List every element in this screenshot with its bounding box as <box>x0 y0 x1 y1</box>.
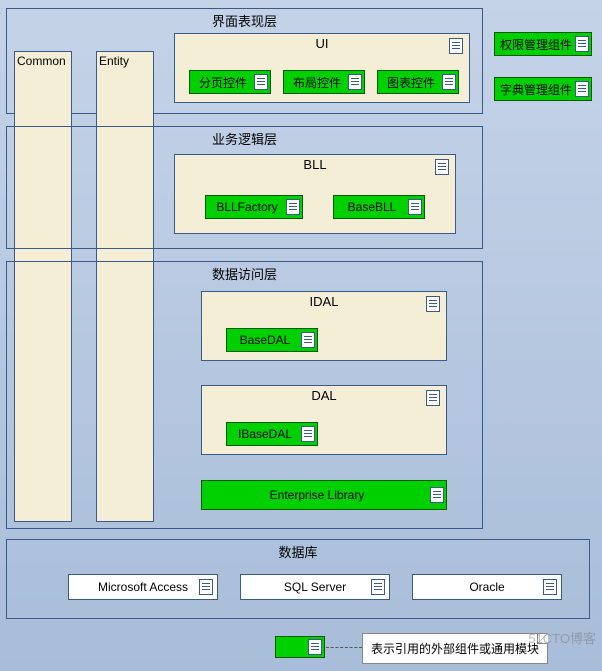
paging-component: 分页控件 <box>189 70 271 94</box>
permission-component: 权限管理组件 <box>494 32 592 56</box>
doc-icon <box>449 38 463 54</box>
basedal-label: BaseDAL <box>240 333 291 347</box>
sqlserver-item: SQL Server <box>240 574 390 600</box>
dictionary-component: 字典管理组件 <box>494 77 592 101</box>
msaccess-item: Microsoft Access <box>68 574 218 600</box>
legend-text: 表示引用的外部组件或通用模块 <box>371 642 539 656</box>
doc-icon <box>426 390 440 406</box>
ui-panel-title: UI <box>175 34 469 55</box>
layout-label: 布局控件 <box>293 74 341 91</box>
paging-label: 分页控件 <box>199 74 247 91</box>
doc-icon <box>301 332 315 348</box>
idal-panel: IDAL BaseDAL <box>201 291 447 361</box>
enterprise-library-label: Enterprise Library <box>270 488 365 502</box>
basebll-label: BaseBLL <box>348 200 397 214</box>
enterprise-library-component: Enterprise Library <box>201 480 447 510</box>
bllfactory-component: BLLFactory <box>205 195 303 219</box>
doc-icon <box>301 426 315 442</box>
doc-icon <box>442 74 456 90</box>
legend-swatch <box>275 636 325 658</box>
dictionary-label: 字典管理组件 <box>500 81 572 98</box>
doc-icon <box>543 579 557 595</box>
presentation-layer-title: 界面表现层 <box>7 9 482 32</box>
oracle-label: Oracle <box>469 580 504 594</box>
chart-label: 图表控件 <box>387 74 435 91</box>
database-layer-title: 数据库 <box>7 540 589 563</box>
bll-panel-title: BLL <box>175 155 455 176</box>
dal-panel-title: DAL <box>202 386 446 407</box>
ui-panel: UI 分页控件 布局控件 图表控件 <box>174 33 470 103</box>
ibasedal-label: IBaseDAL <box>238 427 292 441</box>
doc-icon <box>371 579 385 595</box>
basebll-component: BaseBLL <box>333 195 425 219</box>
doc-icon <box>308 639 322 655</box>
doc-icon <box>286 199 300 215</box>
doc-icon <box>199 579 213 595</box>
doc-icon <box>348 74 362 90</box>
entity-label: Entity <box>99 54 129 68</box>
legend-note: 表示引用的外部组件或通用模块 <box>362 633 548 664</box>
ibasedal-component: IBaseDAL <box>226 422 318 446</box>
doc-icon <box>575 36 589 52</box>
data-access-layer-title: 数据访问层 <box>7 262 482 285</box>
dal-panel: DAL IBaseDAL <box>201 385 447 455</box>
doc-icon <box>430 487 444 503</box>
msaccess-label: Microsoft Access <box>98 580 188 594</box>
oracle-item: Oracle <box>412 574 562 600</box>
idal-panel-title: IDAL <box>202 292 446 313</box>
permission-label: 权限管理组件 <box>500 36 572 53</box>
common-label: Common <box>17 54 66 68</box>
bll-panel: BLL BLLFactory BaseBLL <box>174 154 456 234</box>
doc-icon <box>254 74 268 90</box>
sqlserver-label: SQL Server <box>284 580 346 594</box>
doc-icon <box>408 199 422 215</box>
doc-icon <box>575 81 589 97</box>
basedal-component: BaseDAL <box>226 328 318 352</box>
bllfactory-label: BLLFactory <box>216 200 277 214</box>
chart-component: 图表控件 <box>377 70 459 94</box>
doc-icon <box>435 159 449 175</box>
legend-connector <box>326 647 362 648</box>
business-layer-title: 业务逻辑层 <box>7 127 482 150</box>
layout-component: 布局控件 <box>283 70 365 94</box>
doc-icon <box>426 296 440 312</box>
